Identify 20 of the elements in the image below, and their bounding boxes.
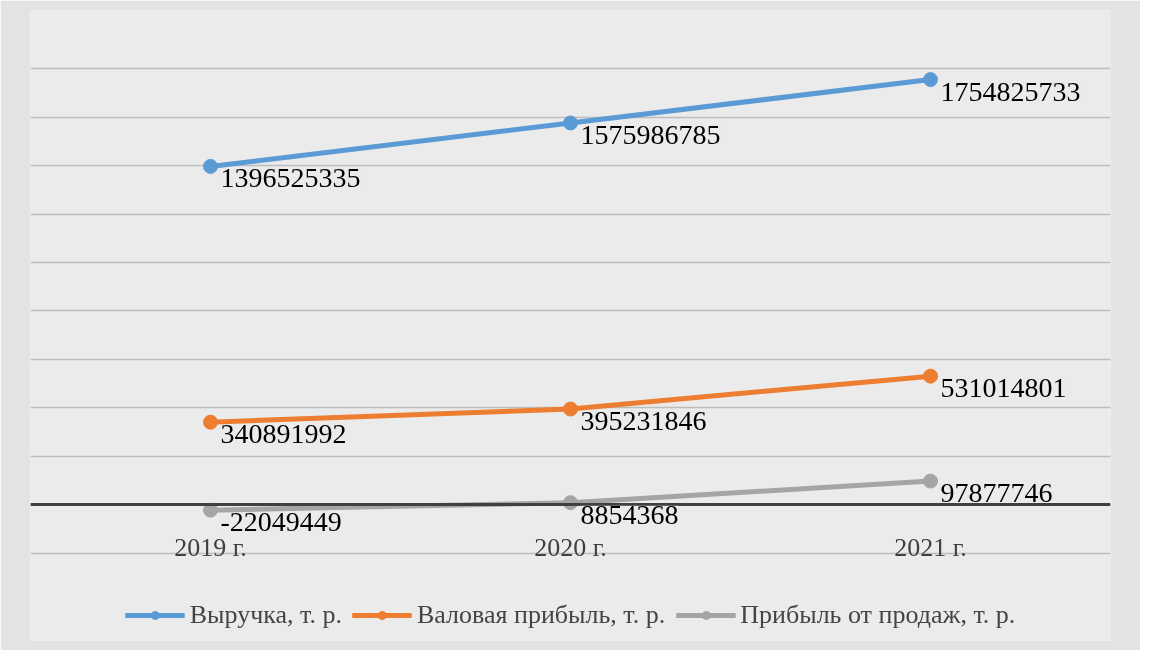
data-label: 8854368 xyxy=(580,498,679,530)
data-label: 1396525335 xyxy=(220,162,361,194)
point xyxy=(563,115,578,131)
x-tick-label: 2021 г. xyxy=(894,532,967,562)
data-label: 531014801 xyxy=(940,372,1067,404)
data-label: 1575986785 xyxy=(580,118,721,150)
point xyxy=(923,72,938,88)
data-label: 97877746 xyxy=(940,477,1053,509)
point xyxy=(203,158,218,174)
point xyxy=(563,401,578,417)
point xyxy=(203,414,218,430)
legend-label: Прибыль от продаж, т. р. xyxy=(740,600,1016,630)
data-label: 1754825733 xyxy=(940,75,1081,107)
data-label: 395231846 xyxy=(580,405,707,437)
point xyxy=(923,473,938,489)
data-label: 340891992 xyxy=(220,418,347,450)
point xyxy=(923,368,938,384)
x-tick-label: 2020 г. xyxy=(534,532,607,562)
legend-label: Выручка, т. р. xyxy=(189,600,342,630)
legend-label: Валовая прибыль, т. р. xyxy=(416,600,666,630)
